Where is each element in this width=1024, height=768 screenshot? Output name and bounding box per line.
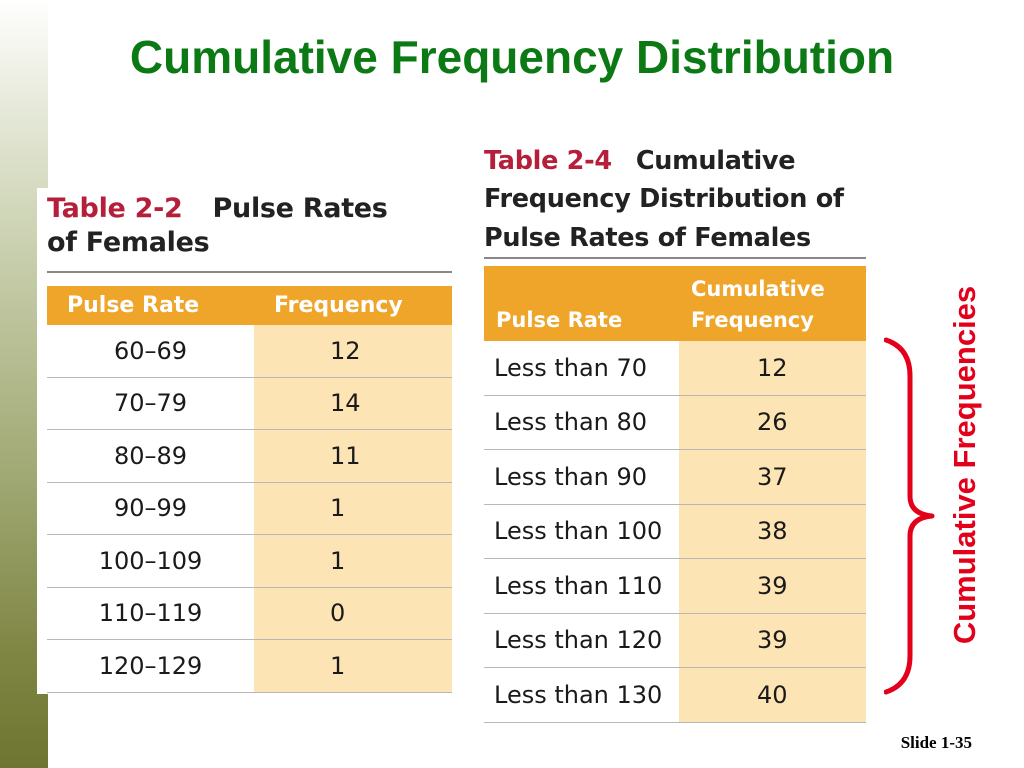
header-pulse-rate: Pulse Rate [484,266,679,341]
pulse-rate-cell: 110–119 [47,587,254,640]
header-cumulative-line2: Frequency [691,307,814,332]
table-2-4-caption-line3: Pulse Rates of Females [484,222,811,253]
table-row: 70–79 14 [47,377,452,430]
table-2-4: Pulse Rate Cumulative Frequency Less than… [484,266,866,723]
table-row: Less than 100 38 [484,504,866,559]
table-2-4-caption-rule [484,257,866,259]
table-header-row: Pulse Rate Cumulative Frequency [484,266,866,341]
slide-number: Slide 1-35 [900,733,972,752]
cumulative-frequencies-label: Cumulative Frequencies [947,285,982,645]
frequency-cell: 14 [254,377,452,430]
frequency-cell: 0 [254,587,452,640]
table-2-2-caption-line2: of Females [47,226,210,258]
table-row: Less than 120 39 [484,613,866,668]
pulse-rate-cell: 70–79 [47,377,254,430]
cumulative-frequency-cell: 39 [679,558,866,614]
curly-brace-icon [884,337,935,695]
pulse-rate-cell: 100–109 [47,534,254,588]
table-row: Less than 70 12 [484,341,866,396]
pulse-rate-cell: Less than 80 [484,395,679,450]
table-row: Less than 130 40 [484,667,866,723]
frequency-cell: 1 [254,639,452,693]
cumulative-frequency-cell: 37 [679,449,866,505]
table-row: 80–89 11 [47,429,452,483]
table-2-4-caption-line1: Cumulative [635,146,796,176]
cumulative-frequency-cell: 38 [679,504,866,559]
table-row: 100–109 1 [47,534,452,588]
cumulative-frequency-cell: 12 [679,341,866,396]
pulse-rate-cell: Less than 70 [484,341,679,396]
pulse-rate-cell: Less than 130 [484,667,679,723]
pulse-rate-cell: Less than 110 [484,558,679,614]
table-2-4-number: Table 2-4 [484,146,612,176]
table-2-2: Pulse Rate Frequency 60–69 12 70–79 14 80–… [47,286,452,693]
header-frequency: Frequency [254,286,452,325]
table-2-2-number: Table 2-2 [47,193,183,224]
pulse-rate-cell: Less than 90 [484,449,679,505]
table-2-2-caption-line1: Pulse Rates [212,193,388,224]
table-2-2-panel: Table 2-2 Pulse Rates of Females Pulse Ra… [37,188,457,694]
pulse-rate-cell: 80–89 [47,429,254,483]
table-row: 120–129 1 [47,639,452,693]
table-header-row: Pulse Rate Frequency [47,286,452,325]
pulse-rate-cell: 90–99 [47,482,254,535]
pulse-rate-cell: Less than 100 [484,504,679,559]
pulse-rate-cell: Less than 120 [484,613,679,668]
header-cumulative-frequency: Cumulative Frequency [679,266,866,341]
table-row: Less than 80 26 [484,395,866,450]
table-2-4-caption-line2: Frequency Distribution of [484,184,844,215]
table-2-2-caption-rule [47,271,452,273]
frequency-cell: 1 [254,534,452,588]
table-row: 90–99 1 [47,482,452,535]
table-2-4-panel: Table 2-4 Cumulative Frequency Distributi… [478,140,870,723]
slide-title: Cumulative Frequency Distribution [129,31,895,83]
header-cumulative-line1: Cumulative [691,277,825,302]
table-2-4-caption: Table 2-4 Cumulative Frequency Distributi… [484,142,874,257]
table-row: 60–69 12 [47,325,452,378]
table-2-2-caption: Table 2-2 Pulse Rates of Females [47,192,447,260]
table-row: Less than 110 39 [484,558,866,614]
cumulative-frequency-cell: 26 [679,395,866,450]
header-pulse-rate: Pulse Rate [47,286,254,325]
frequency-cell: 11 [254,429,452,483]
pulse-rate-cell: 60–69 [47,325,254,378]
cumulative-frequency-cell: 40 [679,667,866,723]
frequency-cell: 12 [254,325,452,378]
pulse-rate-cell: 120–129 [47,639,254,693]
cumulative-frequency-cell: 39 [679,613,866,668]
frequency-cell: 1 [254,482,452,535]
table-row: 110–119 0 [47,587,452,640]
table-row: Less than 90 37 [484,449,866,505]
